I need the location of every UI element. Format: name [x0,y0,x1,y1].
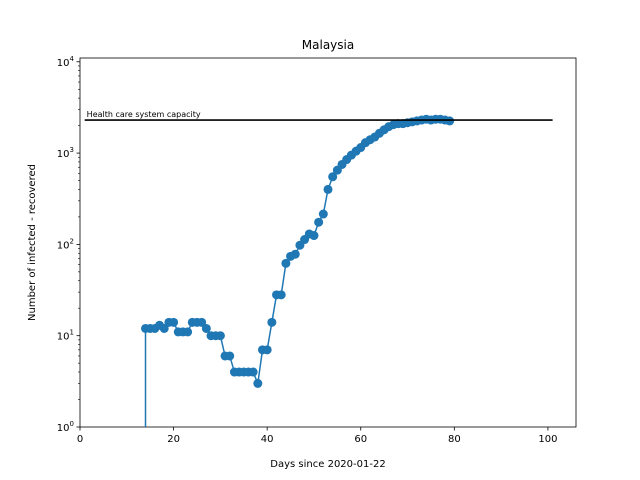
x-tick-label: 80 [448,434,461,445]
data-point [445,116,455,126]
series-group [141,114,455,427]
y-tick-exponent: 1 [70,329,74,337]
capacity-label: Health care system capacity [87,110,201,119]
x-tick-label: 100 [538,434,557,445]
y-tick-label: 104 [57,55,75,69]
data-point [276,290,286,300]
x-axis-label: Days since 2020-01-22 [270,459,385,470]
data-point [290,249,300,259]
data-point [309,231,319,241]
data-point [281,258,291,268]
y-tick-exponent: 2 [70,237,74,245]
annotations: Health care system capacity [84,110,553,121]
data-point [323,184,333,194]
series-line [144,118,450,427]
chart-title: Malaysia [302,38,354,52]
y-tick-exponent: 3 [70,146,74,154]
data-point [169,317,179,327]
data-point [183,327,193,337]
x-tick-label: 60 [354,434,367,445]
y-tick-label: 103 [57,146,74,160]
data-point [318,209,328,219]
data-point [253,378,263,388]
y-tick-label: 100 [57,420,74,434]
data-point [225,351,235,361]
data-point [328,172,338,182]
x-tick-label: 20 [167,434,180,445]
data-point [248,367,258,377]
x-tick-label: 0 [77,434,83,445]
x-tick-label: 40 [261,434,274,445]
data-point [314,217,324,227]
data-point [201,323,211,333]
data-point [215,331,225,341]
data-point [262,345,272,355]
data-point [197,317,207,327]
plot-frame [79,57,577,428]
data-point [267,317,277,327]
y-tick-exponent: 4 [70,55,75,63]
data-point [159,323,169,333]
y-axis-label: Number of infected - recovered [27,164,38,321]
y-tick-label: 101 [57,329,74,343]
y-tick-label: 102 [57,237,74,251]
y-tick-exponent: 0 [70,420,74,428]
